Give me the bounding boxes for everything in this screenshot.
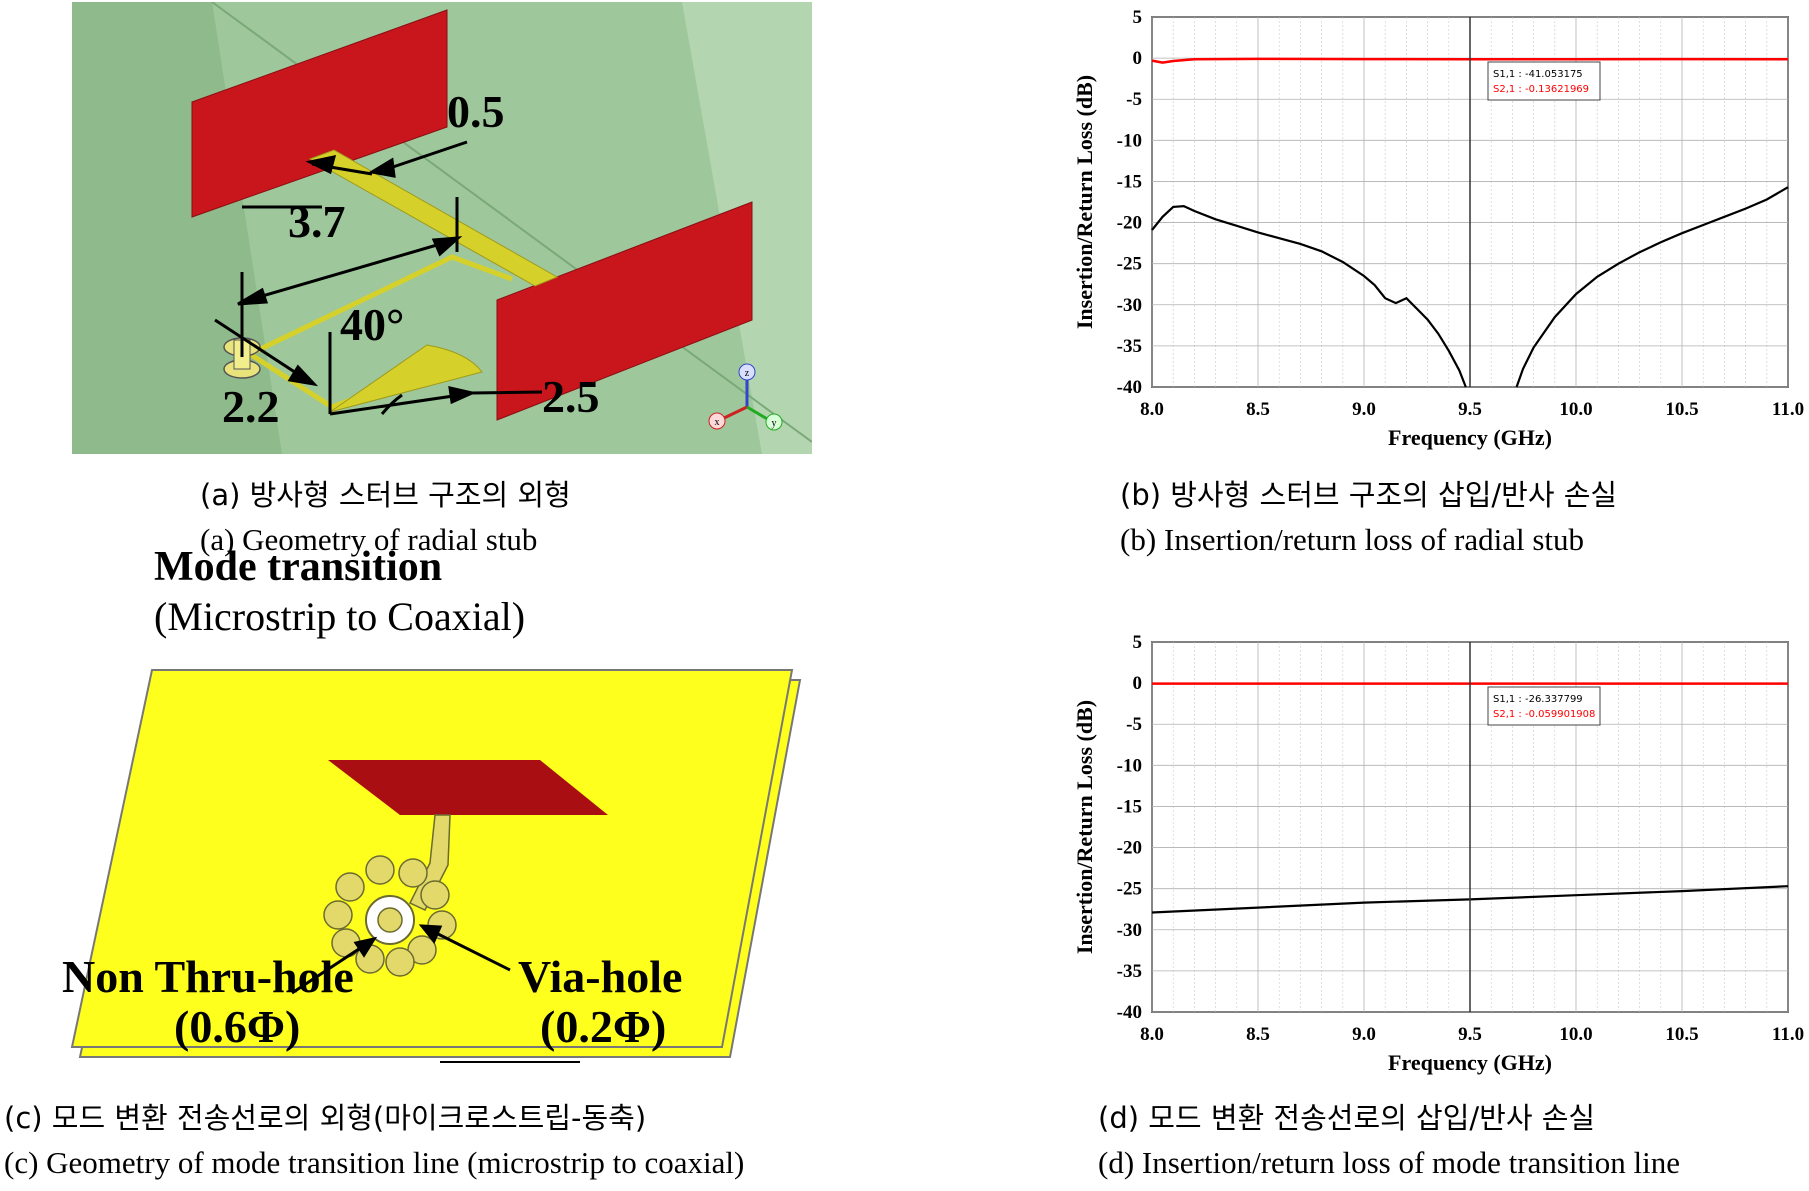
marker-label: S1,1 : -41.053175	[1493, 69, 1583, 80]
radial-stub-3d-view: z x y 0.5 3.7 40° 2.2 2.5	[72, 1, 813, 454]
series-line-S2-1	[1151, 57, 1789, 64]
x-tick-label: 8.0	[1140, 1024, 1164, 1045]
via-hole-label: Via-hole	[518, 951, 683, 1002]
caption-b-english: (b) Insertion/return loss of radial stub	[1120, 522, 1585, 557]
chart-d-svg: 8.0 8.5 9.0 9.5 10.0 10.5 11.0 5 0 -5 -10 -15 -20 -25…	[1072, 632, 1804, 1075]
y-tick-label: -30	[1117, 920, 1142, 941]
x-tick-label: 10.5	[1665, 1024, 1698, 1045]
x-axis-label: Frequency (GHz)	[1388, 1050, 1552, 1075]
radial-stub	[329, 344, 483, 413]
marker-label: S1,1 : -26.337799	[1493, 694, 1583, 705]
y-tick-label: 0	[1133, 48, 1143, 69]
non-thru-hole-label: Non Thru-hole	[62, 951, 354, 1002]
y-tick-label: -25	[1117, 254, 1142, 275]
y-axis-label: Insertion/Return Loss (dB)	[1072, 75, 1097, 329]
x-tick-label: 11.0	[1772, 1024, 1804, 1045]
via-ring	[323, 855, 457, 977]
y-axis-label: Insertion/Return Loss (dB)	[1072, 700, 1097, 954]
axis-z-label: z	[745, 368, 750, 379]
axis-triad: z x y	[708, 363, 783, 431]
y-tick-label: -10	[1117, 130, 1142, 151]
figure-a-radial-stub: z x y 0.5 3.7 40° 2.2 2.5	[72, 1, 813, 454]
y-tick-label: -15	[1117, 796, 1142, 817]
y-tick-label: 0	[1133, 673, 1143, 694]
y-tick-label: 5	[1133, 7, 1143, 28]
y-tick-label: -40	[1117, 377, 1142, 398]
dim-offset-label: 2.2	[222, 381, 280, 432]
y-tick-label: -15	[1117, 171, 1142, 192]
marker-label: S2,1 : -0.13621969	[1493, 84, 1589, 95]
dim-angle-label: 40°	[340, 299, 404, 350]
marker-label: S2,1 : -0.059901908	[1493, 709, 1595, 720]
axis-y-label: y	[772, 418, 777, 429]
chart-d-mode-transition-loss: 8.0 8.5 9.0 9.5 10.0 10.5 11.0 5 0 -5 -10 -15 -20 -25…	[1070, 625, 1809, 1090]
x-tick-label: 8.5	[1246, 1024, 1270, 1045]
caption-a-english: (a) Geometry of radial stub	[200, 522, 538, 557]
marker-box	[1487, 61, 1601, 101]
y-tick-label: -35	[1117, 961, 1142, 982]
x-tick-label: 9.0	[1352, 1024, 1376, 1045]
plate-left	[191, 9, 448, 218]
y-tick-label: -5	[1126, 89, 1142, 110]
y-tick-label: -35	[1117, 336, 1142, 357]
caption-c-english: (c) Geometry of mode transition line (mi…	[4, 1145, 745, 1180]
series-line-S1-1	[1151, 186, 1789, 388]
caption-d-english: (d) Insertion/return loss of mode transi…	[1098, 1145, 1680, 1180]
x-axis-label: Frequency (GHz)	[1388, 425, 1552, 450]
y-tick-label: -5	[1126, 714, 1142, 735]
dim-radius-label: 2.5	[542, 371, 600, 422]
mode-transition-3d-view	[70, 669, 802, 1063]
mode-transition-subtitle: (Microstrip to Coaxial)	[154, 594, 526, 639]
y-tick-label: -30	[1117, 295, 1142, 316]
x-tick-label: 10.0	[1559, 399, 1592, 420]
marker-box	[1487, 686, 1601, 726]
x-tick-label: 10.5	[1665, 399, 1698, 420]
caption-d-korean: (d) 모드 변환 전송선로의 삽입/반사 손실	[1098, 1101, 1596, 1135]
axis-x-label: x	[715, 417, 720, 428]
dim-width-label: 0.5	[447, 86, 505, 137]
caption-c-korean: (c) 모드 변환 전송선로의 외형(마이크로스트립-동축)	[4, 1101, 647, 1135]
dimension-lines	[214, 140, 543, 416]
caption-a-korean: (a) 방사형 스터브 구조의 외형	[200, 478, 571, 512]
caption-b-korean: (b) 방사형 스터브 구조의 삽입/반사 손실	[1120, 478, 1618, 512]
y-tick-label: -10	[1117, 755, 1142, 776]
y-tick-label: -25	[1117, 879, 1142, 900]
y-tick-label: -40	[1117, 1002, 1142, 1023]
via-hole-dim: (0.2Φ)	[540, 1001, 667, 1052]
x-tick-label: 8.5	[1246, 399, 1270, 420]
non-thru-hole-dim: (0.6Φ)	[174, 1001, 301, 1052]
y-tick-label: -20	[1117, 213, 1142, 234]
y-tick-label: -20	[1117, 838, 1142, 859]
microstrip-pad	[328, 760, 608, 815]
x-tick-label: 8.0	[1140, 399, 1164, 420]
x-tick-label: 9.5	[1458, 399, 1482, 420]
mode-transition-title: Mode transition	[154, 544, 443, 590]
dim-length-label: 3.7	[288, 196, 346, 247]
x-tick-label: 9.0	[1352, 399, 1376, 420]
microstrip-line	[308, 149, 559, 287]
chart-b-svg: 8.0 8.5 9.0 9.5 10.0 10.5 11.0 5 0 -5 -10 -15 -20 -25…	[1072, 7, 1804, 450]
x-tick-label: 10.0	[1559, 1024, 1592, 1045]
x-tick-label: 11.0	[1772, 399, 1804, 420]
figure-c-mode-transition: Mode transition (Microstrip to Coaxial) …	[62, 544, 830, 1065]
chart-b-radial-stub-loss: 8.0 8.5 9.0 9.5 10.0 10.5 11.0 5 0 -5 -10 -15 -20 -25…	[1070, 0, 1809, 462]
x-tick-label: 9.5	[1458, 1024, 1482, 1045]
y-tick-label: 5	[1133, 632, 1143, 653]
plate-right	[496, 201, 753, 421]
